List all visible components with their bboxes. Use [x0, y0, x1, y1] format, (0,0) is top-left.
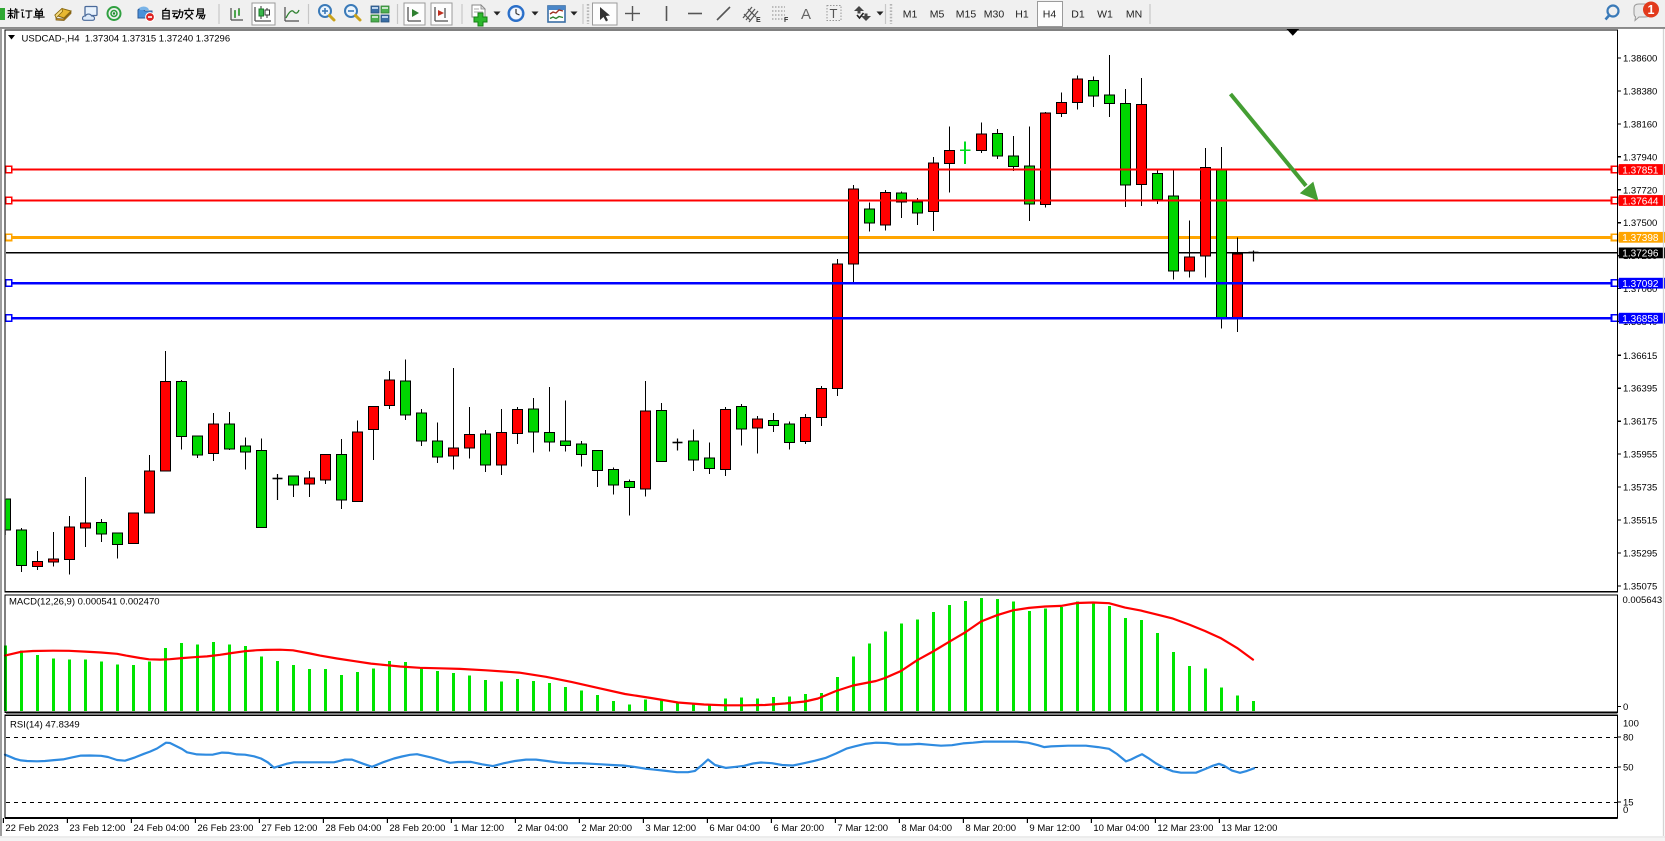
svg-text:15: 15	[1623, 797, 1634, 808]
svg-text:13 Mar 12:00: 13 Mar 12:00	[1221, 823, 1277, 834]
svg-text:MACD(12,26,9) 0.000541 0.00247: MACD(12,26,9) 0.000541 0.002470	[9, 597, 160, 608]
svg-text:22 Feb 2023: 22 Feb 2023	[5, 823, 58, 834]
svg-text:1.38600: 1.38600	[1623, 54, 1657, 65]
svg-text:1: 1	[1648, 3, 1655, 17]
svg-text:1.35075: 1.35075	[1623, 582, 1657, 593]
svg-text:24 Feb 04:00: 24 Feb 04:00	[133, 823, 189, 834]
svg-text:1.37851: 1.37851	[1622, 165, 1659, 176]
svg-text:1.38160: 1.38160	[1623, 119, 1657, 130]
svg-text:T: T	[830, 6, 838, 21]
svg-text:1.36395: 1.36395	[1623, 384, 1657, 395]
svg-text:D1: D1	[1071, 9, 1085, 21]
svg-text:1.37644: 1.37644	[1622, 196, 1659, 207]
svg-text:M1: M1	[903, 9, 918, 21]
svg-text:9 Mar 12:00: 9 Mar 12:00	[1029, 823, 1080, 834]
svg-text:MN: MN	[1126, 9, 1142, 21]
svg-text:M30: M30	[984, 9, 1005, 21]
svg-text:6 Mar 20:00: 6 Mar 20:00	[773, 823, 824, 834]
svg-text:27 Feb 12:00: 27 Feb 12:00	[261, 823, 317, 834]
svg-text:80: 80	[1623, 733, 1634, 744]
svg-text:12 Mar 23:00: 12 Mar 23:00	[1157, 823, 1213, 834]
svg-text:W1: W1	[1097, 9, 1113, 21]
svg-text:1.37940: 1.37940	[1623, 152, 1657, 163]
svg-text:10 Mar 04:00: 10 Mar 04:00	[1093, 823, 1149, 834]
svg-text:1.36175: 1.36175	[1623, 417, 1657, 428]
svg-text:50: 50	[1623, 763, 1634, 774]
svg-text:0: 0	[1623, 805, 1628, 816]
svg-text:6 Mar 04:00: 6 Mar 04:00	[709, 823, 760, 834]
svg-text:1.35955: 1.35955	[1623, 450, 1657, 461]
svg-text:8 Mar 04:00: 8 Mar 04:00	[901, 823, 952, 834]
svg-text:2 Mar 04:00: 2 Mar 04:00	[517, 823, 568, 834]
svg-text:1.37398: 1.37398	[1622, 233, 1659, 244]
svg-text:E: E	[756, 17, 761, 24]
svg-text:1.37720: 1.37720	[1623, 185, 1657, 196]
svg-text:F: F	[784, 17, 789, 24]
svg-text:7 Mar 12:00: 7 Mar 12:00	[837, 823, 888, 834]
svg-text:8 Mar 20:00: 8 Mar 20:00	[965, 823, 1016, 834]
svg-text:0: 0	[1623, 702, 1628, 713]
svg-text:26 Feb 23:00: 26 Feb 23:00	[197, 823, 253, 834]
svg-text:M5: M5	[930, 9, 945, 21]
svg-text:M15: M15	[956, 9, 977, 21]
svg-text:0.005643: 0.005643	[1623, 595, 1663, 606]
svg-text:1.35735: 1.35735	[1623, 483, 1657, 494]
svg-text:USDCAD-,H4 1.37304 1.37315 1.: USDCAD-,H4 1.37304 1.37315 1.37240 1.372…	[22, 34, 231, 45]
svg-text:2 Mar 20:00: 2 Mar 20:00	[581, 823, 632, 834]
svg-text:1.37092: 1.37092	[1622, 279, 1659, 290]
svg-text:1.37500: 1.37500	[1623, 218, 1657, 229]
svg-text:1.36615: 1.36615	[1623, 351, 1657, 362]
svg-text:23 Feb 12:00: 23 Feb 12:00	[69, 823, 125, 834]
svg-text:H1: H1	[1015, 9, 1029, 21]
svg-text:A: A	[801, 6, 811, 23]
svg-text:1.35295: 1.35295	[1623, 549, 1657, 560]
svg-text:1.37060: 1.37060	[1623, 284, 1657, 295]
svg-text:1.37296: 1.37296	[1622, 249, 1659, 260]
svg-text:1.35515: 1.35515	[1623, 516, 1657, 527]
svg-text:H4: H4	[1043, 9, 1057, 21]
svg-text:28 Feb 04:00: 28 Feb 04:00	[325, 823, 381, 834]
svg-text:RSI(14) 47.8349: RSI(14) 47.8349	[10, 720, 80, 731]
svg-text:3 Mar 12:00: 3 Mar 12:00	[645, 823, 696, 834]
svg-text:1 Mar 12:00: 1 Mar 12:00	[453, 823, 504, 834]
svg-text:100: 100	[1623, 718, 1639, 729]
svg-text:1.38380: 1.38380	[1623, 86, 1657, 97]
svg-text:1.36858: 1.36858	[1622, 314, 1659, 325]
svg-text:28 Feb 20:00: 28 Feb 20:00	[389, 823, 445, 834]
